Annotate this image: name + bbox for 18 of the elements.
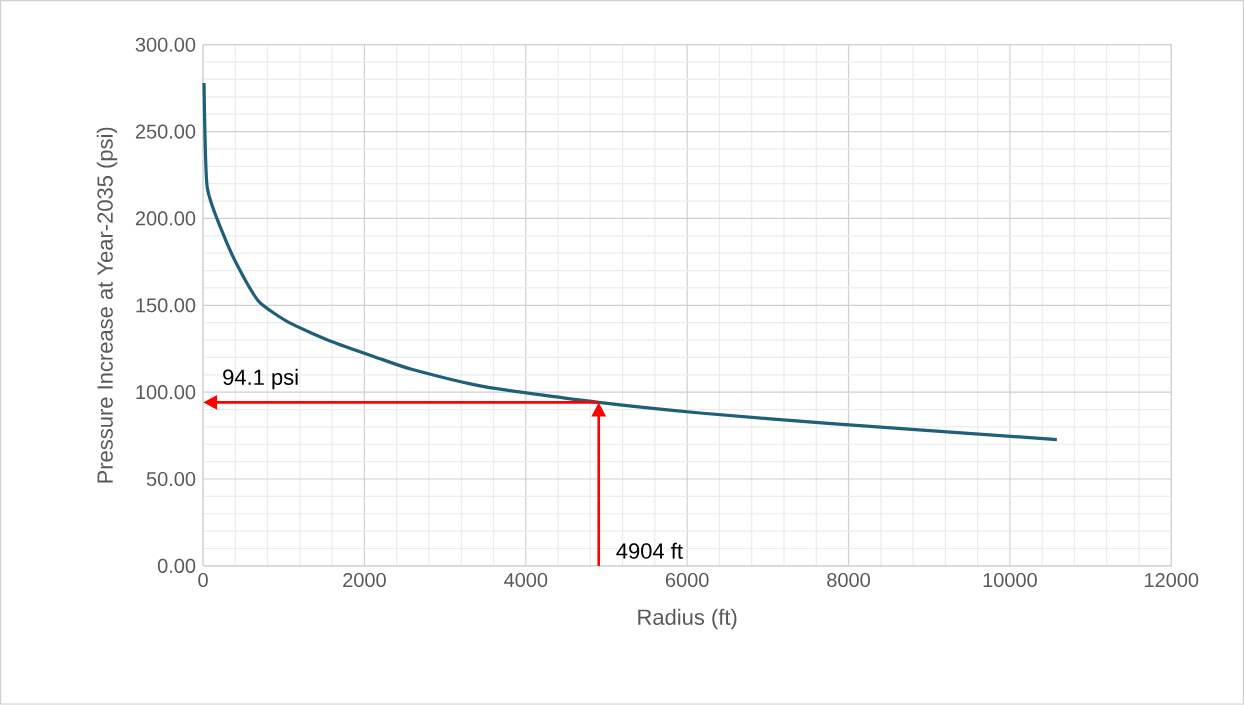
- x-tick-label: 8000: [827, 573, 870, 588]
- x-tick-label: 6000: [665, 573, 709, 588]
- x-tick-label: 12000: [1145, 573, 1199, 588]
- ref-line-label: 94.1 psi: [223, 368, 298, 390]
- x-axis-title: Radius (ft): [638, 608, 737, 630]
- y-tick-label: 300.00: [135, 37, 196, 52]
- x-tick-label: 10000: [983, 573, 1037, 588]
- y-tick-label: 0.00: [157, 558, 196, 574]
- y-tick-label: 200.00: [135, 211, 196, 226]
- y-tick-label: 100.00: [136, 385, 196, 400]
- y-tick-label: 150.00: [136, 298, 196, 313]
- y-tick-label: 50.00: [146, 472, 196, 487]
- x-tick-label: 4000: [504, 573, 548, 588]
- y-tick-label: 250.00: [135, 124, 196, 139]
- x-tick-label: 0: [198, 573, 208, 588]
- x-tick-label: 2000: [343, 573, 386, 588]
- ref-line-label: 4904 ft: [616, 542, 683, 559]
- y-axis-title: Pressure Increase at Year-2035 (psi): [96, 127, 118, 483]
